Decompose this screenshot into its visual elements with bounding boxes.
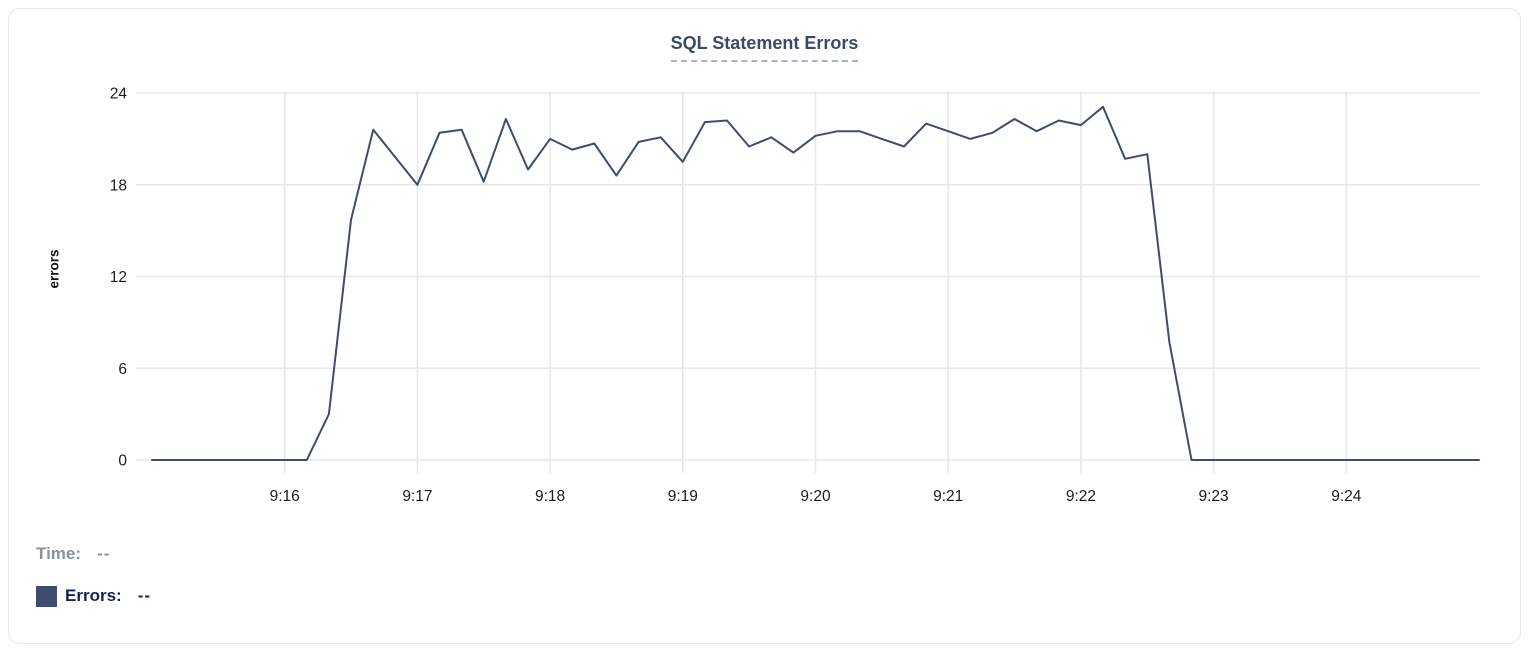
chart-title[interactable]: SQL Statement Errors	[670, 33, 859, 62]
x-tick-label: 9:18	[535, 488, 565, 505]
errors-series-swatch-icon	[36, 585, 57, 607]
errors-readout-row: Errors: --	[36, 583, 151, 609]
x-tick-label: 9:21	[933, 488, 963, 505]
errors-value: --	[137, 586, 152, 605]
chart-title-row: SQL Statement Errors	[9, 33, 1520, 62]
x-tick-label: 9:17	[402, 488, 432, 505]
y-tick-label: 6	[118, 361, 127, 378]
y-tick-label: 24	[110, 86, 128, 103]
y-axis-label: errors	[46, 249, 62, 289]
time-label: Time:	[36, 544, 82, 563]
time-readout-row: Time: --	[36, 541, 151, 567]
time-value: --	[97, 544, 111, 563]
tooltip-readout: Time: -- Errors: --	[36, 541, 151, 625]
series-line-errors[interactable]	[151, 105, 1480, 461]
x-tick-label: 9:22	[1066, 488, 1096, 505]
errors-line-chart[interactable]: 9:16 9:17 9:18 9:19 9:20 9:21 9:22 9:23 9:24 0 6 12…	[9, 9, 1528, 514]
x-tick-label: 9:19	[668, 488, 698, 505]
y-tick-label: 12	[110, 269, 127, 286]
x-tick-label: 9:16	[270, 488, 300, 505]
y-tick-label: 18	[110, 177, 127, 194]
x-tick-label: 9:20	[800, 488, 831, 505]
chart-card: SQL Statement Errors 9:16 9:17 9:18 9:19 9:2…	[8, 8, 1521, 644]
y-tick-label: 0	[118, 453, 127, 470]
x-tick-label: 9:24	[1331, 488, 1362, 505]
x-tick-label: 9:23	[1199, 488, 1229, 505]
errors-label: Errors:	[65, 586, 122, 605]
